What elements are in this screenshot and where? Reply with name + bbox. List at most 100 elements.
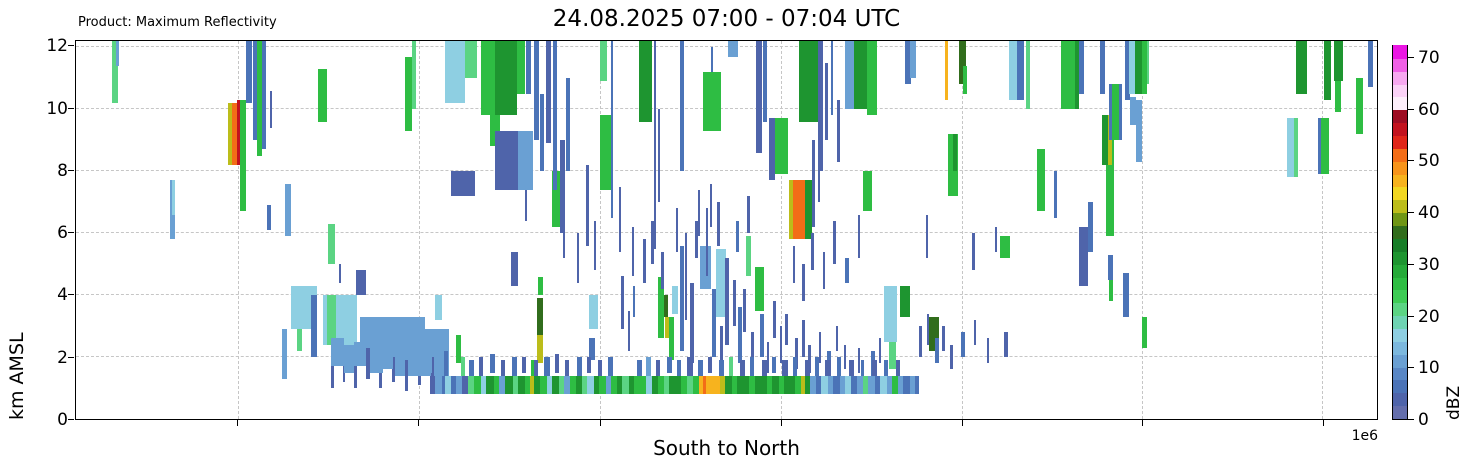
reflectivity-segment [533, 41, 540, 141]
x-axis-offset-label: 1e6 [1351, 428, 1378, 444]
reflectivity-segment [942, 326, 946, 351]
reflectivity-segment [801, 319, 805, 358]
reflectivity-segment [597, 360, 602, 376]
reflectivity-segment [424, 347, 433, 373]
reflectivity-segment [710, 47, 714, 72]
reflectivity-segment [1106, 164, 1115, 237]
reflectivity-segment [411, 350, 423, 376]
colorbar-segment [1393, 173, 1407, 188]
y-tick-label: 8 [57, 160, 68, 181]
reflectivity-segment [411, 41, 416, 110]
reflectivity-segment [959, 41, 966, 85]
reflectivity-segment [562, 195, 566, 258]
reflectivity-segment [470, 41, 477, 72]
reflectivity-segment [804, 360, 810, 376]
reflectivity-segment [494, 130, 519, 190]
reflectivity-segment [833, 375, 840, 395]
reflectivity-segment [809, 375, 817, 395]
reflectivity-segment [909, 41, 917, 79]
reflectivity-segment [383, 344, 394, 370]
reflectivity-segment [804, 375, 810, 395]
reflectivity-segment [530, 375, 534, 395]
reflectivity-segment [783, 375, 791, 395]
reflectivity-segment [1079, 41, 1085, 94]
reflectivity-segment [517, 41, 525, 94]
reflectivity-segment [697, 189, 701, 237]
reflectivity-segment [735, 220, 740, 252]
reflectivity-segment [844, 41, 857, 110]
reflectivity-segment [760, 375, 767, 395]
colorbar-segment [1393, 109, 1407, 124]
reflectivity-segment [751, 332, 754, 370]
reflectivity-segment [237, 99, 240, 165]
reflectivity-segment [857, 347, 861, 373]
reflectivity-segment [392, 357, 395, 382]
reflectivity-segment [639, 41, 653, 122]
reflectivity-segment [891, 375, 899, 395]
reflectivity-segment [738, 307, 743, 364]
reflectivity-segment [778, 375, 784, 395]
y-tick-mark [68, 356, 74, 358]
reflectivity-segment [883, 360, 888, 376]
reflectivity-segment [239, 99, 247, 212]
reflectivity-segment [1107, 115, 1112, 165]
reflectivity-segment [664, 295, 668, 317]
reflectivity-segment [804, 180, 813, 240]
colorbar-segment [1393, 122, 1407, 137]
y-axis-tick-labels: 0 2 4 6 8 10 12 [0, 36, 74, 430]
reflectivity-segment [537, 276, 544, 296]
x-gridline [961, 41, 963, 419]
x-gridline [600, 41, 602, 419]
reflectivity-segment [868, 375, 875, 395]
reflectivity-segment [228, 102, 233, 165]
reflectivity-segment [533, 360, 538, 376]
reflectivity-segment [1107, 254, 1113, 280]
reflectivity-segment [731, 375, 737, 395]
reflectivity-segment [718, 360, 724, 376]
reflectivity-segment [653, 41, 657, 249]
y-tick-mark [68, 107, 74, 109]
reflectivity-segment [526, 41, 532, 94]
reflectivity-segment [825, 62, 828, 141]
reflectivity-segment [429, 375, 436, 395]
reflectivity-segment [544, 357, 550, 376]
reflectivity-segment [252, 41, 257, 141]
colorbar-segment [1393, 353, 1407, 368]
reflectivity-segment [926, 313, 930, 345]
reflectivity-segment [480, 41, 495, 116]
reflectivity-segment [267, 205, 272, 230]
reflectivity-segment [699, 375, 704, 395]
reflectivity-segment [524, 189, 528, 221]
reflectivity-segment [747, 195, 750, 234]
colorbar-segment [1393, 315, 1407, 329]
reflectivity-segment [1296, 41, 1307, 94]
reflectivity-segment [1356, 78, 1363, 134]
reflectivity-segment [1025, 41, 1030, 110]
reflectivity-segment [714, 375, 720, 395]
colorbar-segment [1393, 147, 1407, 162]
y-tick-label: 2 [57, 347, 68, 368]
reflectivity-segment [925, 214, 929, 258]
y-tick-mark [68, 45, 74, 47]
reflectivity-segment [467, 375, 475, 395]
reflectivity-segment [634, 375, 641, 395]
reflectivity-segment [546, 375, 553, 395]
reflectivity-segment [844, 257, 849, 283]
colorbar-tick-mark [1408, 367, 1414, 369]
reflectivity-segment [782, 360, 788, 376]
y-gridline [76, 170, 1377, 172]
reflectivity-segment [1003, 332, 1008, 358]
reflectivity-segment [790, 375, 796, 395]
reflectivity-segment [898, 375, 904, 395]
reflectivity-segment [792, 180, 805, 240]
colorbar-segment [1393, 224, 1407, 239]
reflectivity-segment [822, 251, 826, 289]
y-tick-label: 12 [46, 36, 68, 57]
reflectivity-segment [817, 41, 821, 203]
reflectivity-segment [480, 375, 486, 395]
reflectivity-segment [761, 360, 767, 376]
reflectivity-segment [687, 357, 693, 376]
reflectivity-segment [703, 72, 722, 131]
reflectivity-segment [661, 251, 665, 289]
x-axis-label: South to North [653, 436, 800, 460]
